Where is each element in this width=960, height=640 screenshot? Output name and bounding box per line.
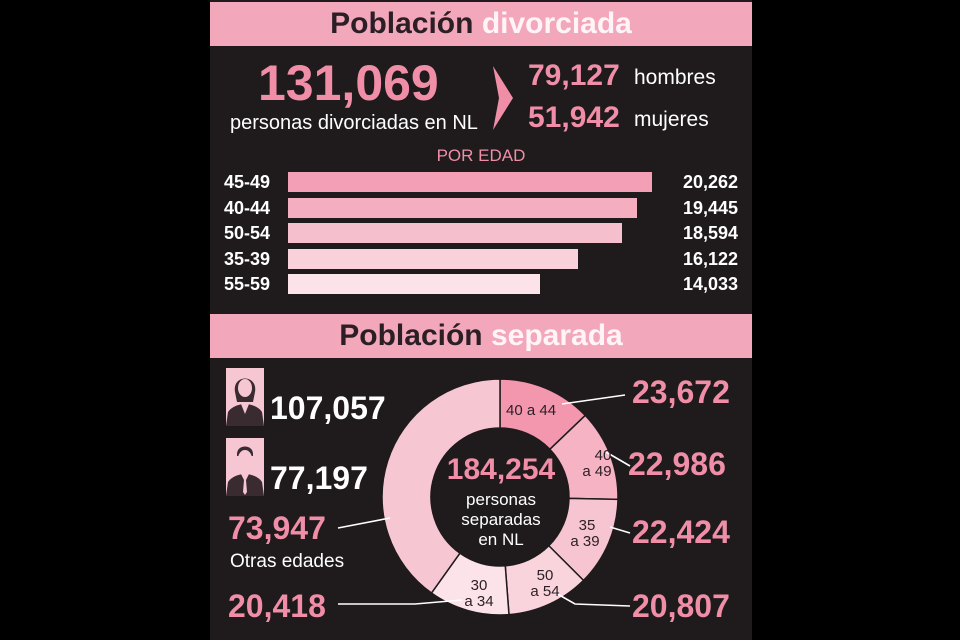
segment-label-30-34-b: a 34	[464, 593, 494, 610]
bar-category-label: 55-59	[224, 274, 271, 294]
divorced-women-label: mujeres	[634, 108, 709, 131]
leader-line	[609, 526, 631, 534]
donut-center-line3: en NL	[478, 530, 524, 549]
bar	[288, 223, 623, 243]
leader-line	[337, 517, 391, 529]
label-otras-edades: Otras edades	[230, 551, 345, 572]
divorced-total-caption: personas divorciadas en NL	[230, 112, 478, 134]
segment-label-40-44: 40 a 44	[506, 402, 557, 419]
value-30-34: 20,418	[228, 588, 326, 624]
divorced-men-label: hombres	[634, 66, 716, 89]
separated-title-part1: Población	[339, 319, 483, 352]
separated-men-value: 77,197	[270, 460, 368, 496]
bar	[288, 172, 652, 192]
divorced-women-value: 51,942	[528, 101, 620, 134]
bar-row: 40-44 19,445	[210, 196, 752, 220]
bar-value-label: 19,445	[682, 197, 738, 218]
infographic-panel: Población divorciada 131,069 personas di…	[210, 0, 752, 640]
segment-label-30-34-a: 30	[470, 577, 488, 594]
divorced-title-part1: Población	[330, 7, 474, 40]
age-donut-chart	[337, 378, 631, 616]
divorced-title-part2: divorciada	[481, 7, 632, 40]
bar	[288, 248, 578, 269]
bar-value-label: 20,262	[682, 172, 738, 192]
donut-segment	[381, 378, 501, 595]
bar-value-label: 18,594	[682, 223, 738, 243]
separated-section-header: Población separada	[210, 314, 752, 358]
divorced-total: 131,069	[258, 55, 439, 111]
value-45-49: 22,986	[628, 446, 726, 482]
donut-hole	[432, 429, 568, 565]
segment-label-35-39-a: 35	[578, 517, 596, 534]
bar-category-label: 35-39	[224, 248, 271, 269]
separated-title-part2: separada	[490, 319, 623, 352]
bar-category-label: 40-44	[224, 197, 271, 218]
woman-icon	[226, 368, 264, 426]
separated-women-value: 107,057	[270, 390, 386, 426]
donut-center-line2: separadas	[461, 510, 541, 529]
segment-label-35-39-b: a 39	[570, 533, 600, 550]
value-otras-edades: 73,947	[228, 510, 326, 546]
bar-value-label: 14,033	[682, 274, 738, 294]
bar-row: 55-59 14,033	[210, 272, 752, 296]
value-35-39: 22,424	[632, 514, 730, 550]
donut-center-line1: personas	[466, 490, 536, 509]
segment-label-45-49-a: 40	[594, 447, 612, 464]
bars-title: POR EDAD	[436, 146, 526, 165]
segment-label-50-54-b: a 54	[530, 583, 560, 600]
divorced-section-header: Población divorciada	[210, 2, 752, 46]
value-50-54: 20,807	[632, 588, 730, 624]
bar	[288, 197, 638, 218]
bar-category-label: 50-54	[224, 223, 271, 243]
bar-row: 50-54 18,594	[210, 221, 752, 245]
bar-category-label: 45-49	[224, 172, 271, 192]
leader-line	[553, 591, 631, 607]
segment-label-45-49-b: a 49	[582, 463, 612, 480]
chevron-right-icon	[493, 66, 513, 130]
bar-row: 35-39 16,122	[210, 247, 752, 271]
donut-center-value: 184,254	[446, 453, 556, 486]
leader-line	[338, 599, 463, 605]
divorced-men-value: 79,127	[528, 59, 620, 92]
man-icon	[226, 438, 264, 496]
leader-line	[605, 451, 631, 467]
bar-row: 45-49 20,262	[210, 170, 752, 194]
leader-line	[561, 394, 626, 405]
bar-value-label: 16,122	[682, 248, 738, 269]
value-40-44: 23,672	[632, 374, 730, 410]
bar	[288, 274, 541, 294]
segment-label-50-54-a: 50	[536, 567, 554, 584]
